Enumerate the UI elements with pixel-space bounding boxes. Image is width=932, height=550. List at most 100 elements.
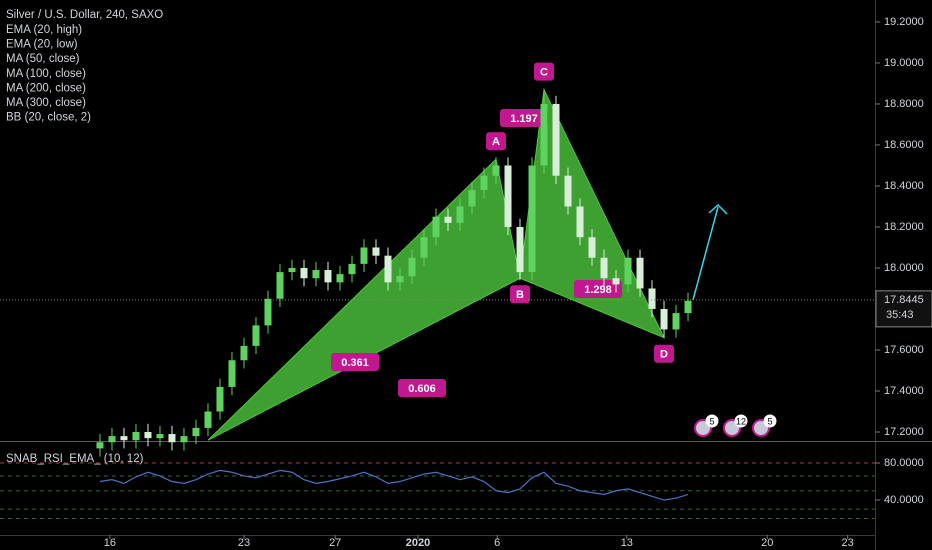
pattern-point-label: A — [492, 136, 500, 148]
x-tick-label: 20 — [761, 537, 773, 549]
indicator-label: EMA (20, low) — [6, 39, 78, 51]
candle-body — [504, 165, 512, 227]
candle-body — [204, 411, 212, 428]
y-tick-label: 17.6000 — [884, 344, 924, 356]
x-tick-label: 23 — [842, 537, 854, 549]
candle-body — [312, 270, 320, 279]
event-count-bubble — [734, 414, 748, 428]
projection-arrow — [692, 203, 728, 301]
rsi-title: SNAB_RSI_EMA_ (10, 12) — [6, 453, 144, 465]
candle-body — [648, 288, 656, 309]
candle-body — [252, 325, 260, 346]
candle-body — [468, 190, 476, 207]
y-tick-label: 40.0000 — [884, 494, 924, 506]
indicator-label: MA (100, close) — [6, 68, 86, 80]
candle-body — [348, 263, 356, 275]
last-price-box — [875, 290, 932, 328]
ratio-label: 0.606 — [408, 383, 436, 395]
pattern-point-badge — [486, 132, 507, 151]
candle-body — [372, 247, 380, 256]
x-tick-label: 13 — [621, 537, 633, 549]
candle-body — [684, 300, 692, 314]
x-tick-label: 27 — [329, 537, 341, 549]
y-tick-label: 19.0000 — [884, 57, 924, 69]
candle-body — [144, 432, 152, 439]
indicator-label: MA (50, close) — [6, 53, 80, 65]
candle-body — [192, 427, 200, 437]
candle-body — [456, 206, 464, 223]
pattern-point-label: C — [540, 67, 548, 79]
last-price-label: 17.8445 — [884, 294, 924, 306]
candle-body — [660, 308, 668, 330]
y-tick-label: 18.2000 — [884, 221, 924, 233]
y-tick-label: 18.8000 — [884, 98, 924, 110]
candle-body — [276, 272, 284, 299]
candle-body — [576, 206, 584, 238]
indicator-label: EMA (20, high) — [6, 24, 82, 36]
ratio-label: 1.197 — [510, 113, 538, 125]
ratio-label: 1.298 — [584, 284, 612, 296]
pattern-point-label: D — [660, 349, 668, 361]
candle-body — [480, 175, 488, 191]
indicator-label: BB (20, close, 2) — [6, 112, 91, 124]
chart-title: Silver / U.S. Dollar, 240, SAXO — [6, 9, 163, 21]
candle-body — [120, 436, 128, 441]
candle-body — [612, 278, 620, 285]
candle-body — [672, 313, 680, 330]
pattern-point-label: B — [516, 289, 524, 301]
candle-body — [96, 442, 104, 449]
candle-body — [216, 386, 224, 412]
candle-body — [636, 257, 644, 289]
ratio-badge — [331, 353, 379, 371]
candle-body — [288, 267, 296, 273]
candle-body — [132, 432, 140, 441]
candle-body — [180, 436, 188, 443]
y-tick-label: 17.4000 — [884, 385, 924, 397]
candle-body — [300, 267, 308, 279]
candle-body — [432, 216, 440, 238]
y-tick-label: 18.6000 — [884, 139, 924, 151]
candle-body — [384, 255, 392, 283]
event-count: 5 — [767, 416, 772, 426]
candle-body — [528, 165, 536, 273]
candle-body — [600, 257, 608, 279]
candle-body — [420, 237, 428, 258]
candle-body — [360, 247, 368, 264]
indicator-label: MA (300, close) — [6, 97, 86, 109]
candle-body — [492, 165, 500, 176]
candle-body — [228, 360, 236, 387]
rsi-pane — [0, 462, 875, 520]
countdown-label: 35:43 — [886, 309, 914, 321]
candle-body — [396, 276, 404, 283]
candle-body — [264, 298, 272, 326]
candle-body — [408, 257, 416, 277]
ratio-badge — [500, 109, 548, 127]
candle-body — [156, 434, 164, 439]
candle-body — [324, 270, 332, 283]
candle-body — [624, 257, 632, 285]
pattern-point-badge — [654, 344, 675, 363]
event-count: 12 — [736, 416, 746, 426]
candle-body — [240, 345, 248, 361]
x-tick-label: 23 — [238, 537, 250, 549]
y-tick-label: 18.0000 — [884, 262, 924, 274]
x-tick-label: 6 — [494, 537, 500, 549]
candle-body — [552, 103, 560, 176]
indicator-label: MA (200, close) — [6, 82, 86, 94]
event-count: 5 — [709, 416, 714, 426]
y-tick-label: 19.2000 — [884, 16, 924, 28]
candle-body — [168, 434, 176, 443]
pattern-point-badge — [510, 285, 531, 304]
ratio-badge — [398, 379, 446, 397]
candle-body — [516, 226, 524, 273]
event-count-bubble — [763, 414, 777, 428]
candle-body — [564, 175, 572, 207]
rsi-line — [99, 469, 689, 501]
pattern-point-badge — [534, 62, 555, 81]
y-tick-label: 80.0000 — [884, 457, 924, 469]
candle-body — [336, 274, 344, 283]
y-tick-label: 18.4000 — [884, 180, 924, 192]
y-tick-label: 17.2000 — [884, 426, 924, 438]
x-tick-label: 2020 — [406, 537, 430, 549]
